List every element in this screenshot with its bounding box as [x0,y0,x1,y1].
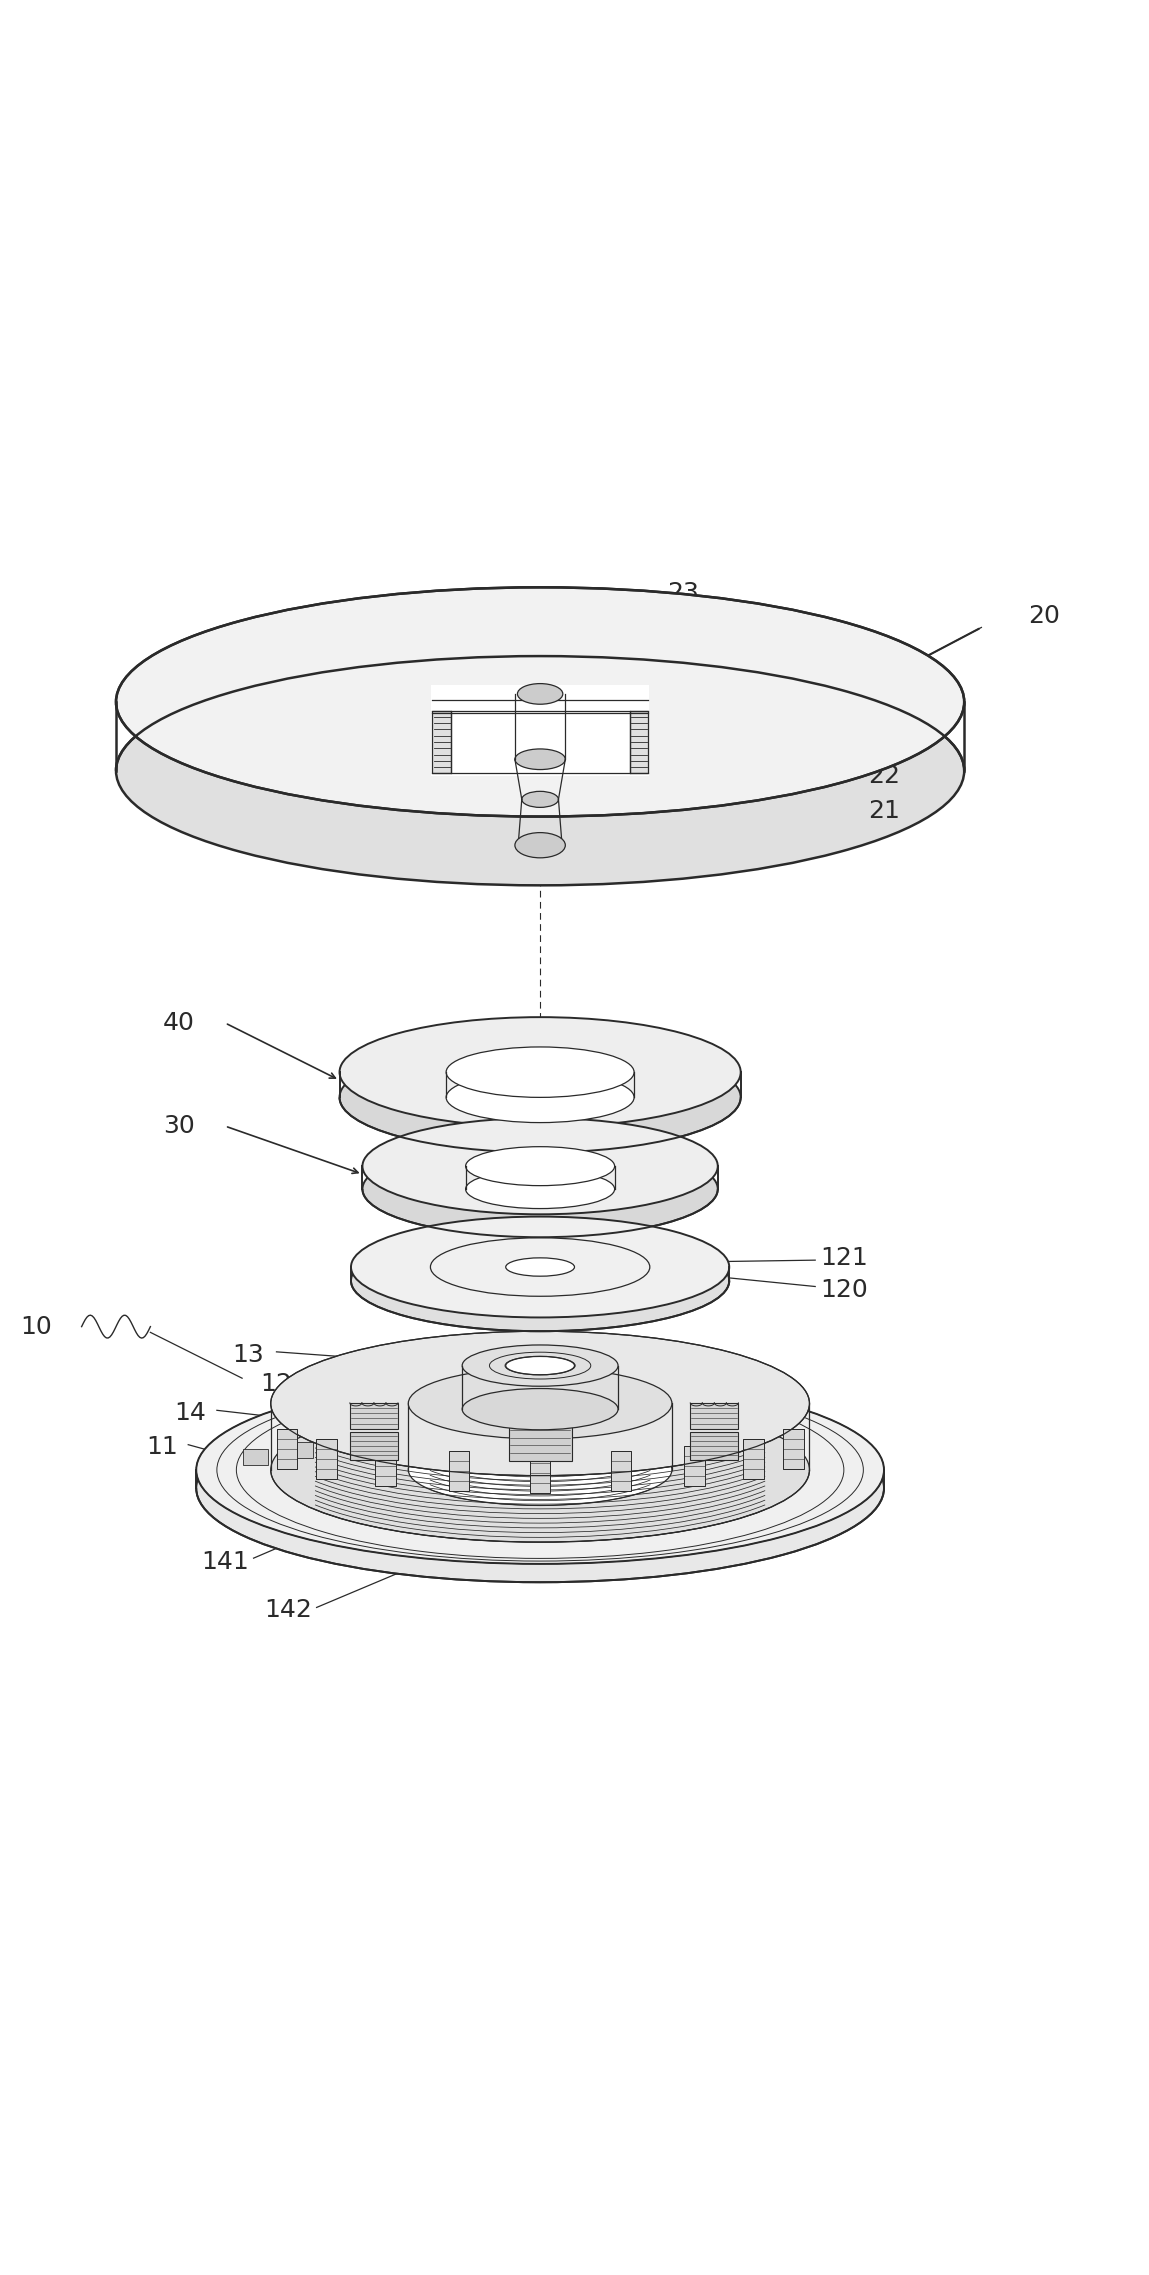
Text: 142: 142 [264,1597,311,1622]
Ellipse shape [408,1367,672,1440]
Ellipse shape [350,1231,730,1331]
Bar [349,1431,398,1461]
Ellipse shape [446,1046,634,1097]
Text: 120: 120 [820,1279,867,1301]
Ellipse shape [515,833,565,858]
Ellipse shape [517,682,563,705]
Ellipse shape [362,1142,718,1238]
Bar [509,1415,572,1461]
Ellipse shape [350,1217,730,1317]
Bar [244,1449,269,1465]
Bar [691,1404,739,1429]
Text: 21: 21 [867,799,900,824]
Bar [277,1429,298,1470]
Bar [630,712,648,774]
Bar [432,712,450,774]
Ellipse shape [116,655,964,885]
Text: 40: 40 [163,1010,195,1035]
Bar [349,1404,398,1429]
Bar [287,1442,313,1458]
Bar [449,1451,470,1490]
Ellipse shape [196,1376,884,1563]
Text: 141: 141 [201,1549,249,1574]
Text: 121: 121 [820,1247,867,1269]
Bar [701,1438,726,1454]
Ellipse shape [465,1169,615,1208]
Text: 10: 10 [20,1315,52,1338]
Text: 20: 20 [1028,603,1061,628]
Text: 12: 12 [261,1372,292,1397]
Text: 13: 13 [232,1342,264,1367]
Bar [685,1447,705,1486]
Text: 14: 14 [175,1401,207,1424]
Ellipse shape [271,1331,810,1476]
Bar [316,1438,337,1479]
Bar [691,1431,739,1461]
Ellipse shape [515,748,565,769]
Bar [437,1433,462,1449]
Ellipse shape [462,1345,618,1385]
Ellipse shape [506,1258,574,1276]
Ellipse shape [506,1356,574,1374]
Text: 30: 30 [163,1115,195,1138]
Text: 23: 23 [668,580,700,605]
Bar [354,1438,379,1454]
Ellipse shape [462,1388,618,1429]
Bar [611,1451,632,1490]
Ellipse shape [339,1017,741,1126]
Ellipse shape [339,1042,741,1153]
Bar [782,1429,803,1470]
Text: 22: 22 [867,764,900,789]
Bar [527,1433,553,1449]
Ellipse shape [116,587,964,817]
Ellipse shape [408,1433,672,1506]
Ellipse shape [522,792,558,808]
Bar [530,1454,550,1492]
Ellipse shape [196,1395,884,1581]
Bar [743,1438,764,1479]
Bar [431,685,649,776]
Ellipse shape [446,1072,634,1122]
Ellipse shape [465,1147,615,1185]
Bar [618,1433,643,1449]
Text: 11: 11 [146,1436,178,1458]
Text: 15: 15 [261,1458,292,1481]
Ellipse shape [362,1117,718,1215]
Ellipse shape [271,1397,810,1542]
Bar [376,1447,396,1486]
